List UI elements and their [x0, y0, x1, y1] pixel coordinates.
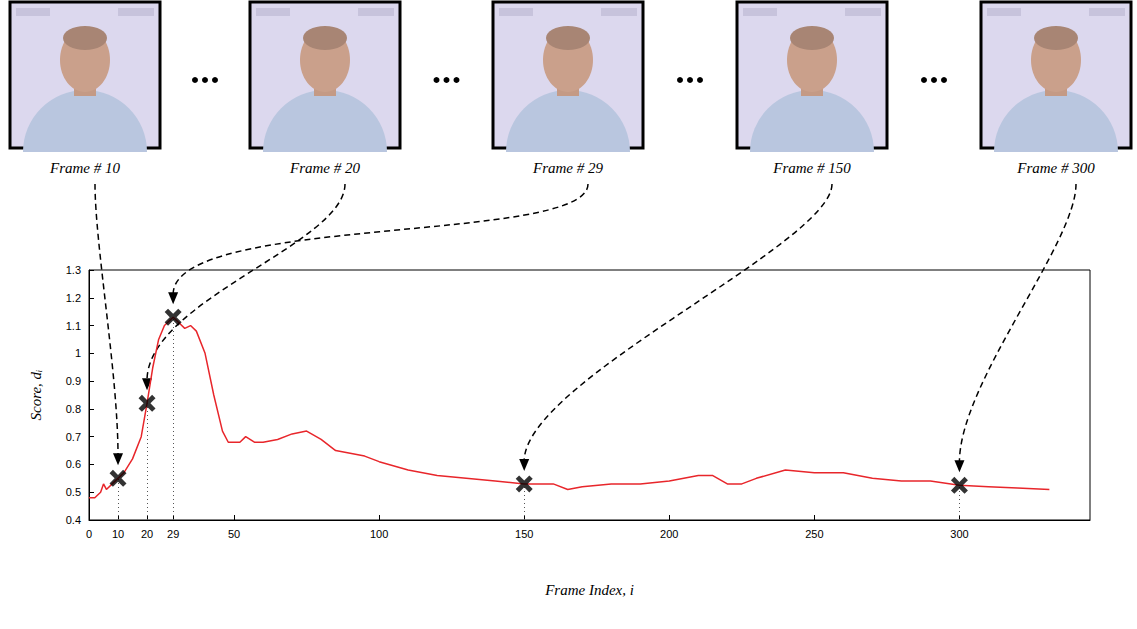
svg-text:200: 200 — [660, 528, 678, 540]
svg-text:Frame # 29: Frame # 29 — [532, 160, 603, 176]
svg-text:Frame # 150: Frame # 150 — [772, 160, 851, 176]
svg-text:1: 1 — [75, 347, 81, 359]
svg-text:300: 300 — [950, 528, 968, 540]
svg-text:Frame # 300: Frame # 300 — [1016, 160, 1095, 176]
svg-text:1.1: 1.1 — [66, 320, 81, 332]
svg-text:0.7: 0.7 — [66, 431, 81, 443]
svg-text:1.2: 1.2 — [66, 292, 81, 304]
svg-text:0.6: 0.6 — [66, 458, 81, 470]
svg-text:50: 50 — [228, 528, 240, 540]
svg-text:20: 20 — [141, 528, 153, 540]
svg-text:0.9: 0.9 — [66, 375, 81, 387]
svg-text:1.3: 1.3 — [66, 264, 81, 276]
svg-text:0: 0 — [86, 528, 92, 540]
svg-text:Frame # 10: Frame # 10 — [49, 160, 120, 176]
svg-text:150: 150 — [515, 528, 533, 540]
svg-text:250: 250 — [805, 528, 823, 540]
svg-text:0.4: 0.4 — [66, 514, 81, 526]
svg-text:29: 29 — [167, 528, 179, 540]
svg-text:Frame # 20: Frame # 20 — [289, 160, 360, 176]
svg-text:Score, dᵢ: Score, dᵢ — [28, 370, 44, 421]
svg-text:100: 100 — [370, 528, 388, 540]
svg-text:10: 10 — [112, 528, 124, 540]
svg-text:0.5: 0.5 — [66, 486, 81, 498]
svg-text:0.8: 0.8 — [66, 403, 81, 415]
svg-text:Frame Index, i: Frame Index, i — [544, 582, 634, 598]
